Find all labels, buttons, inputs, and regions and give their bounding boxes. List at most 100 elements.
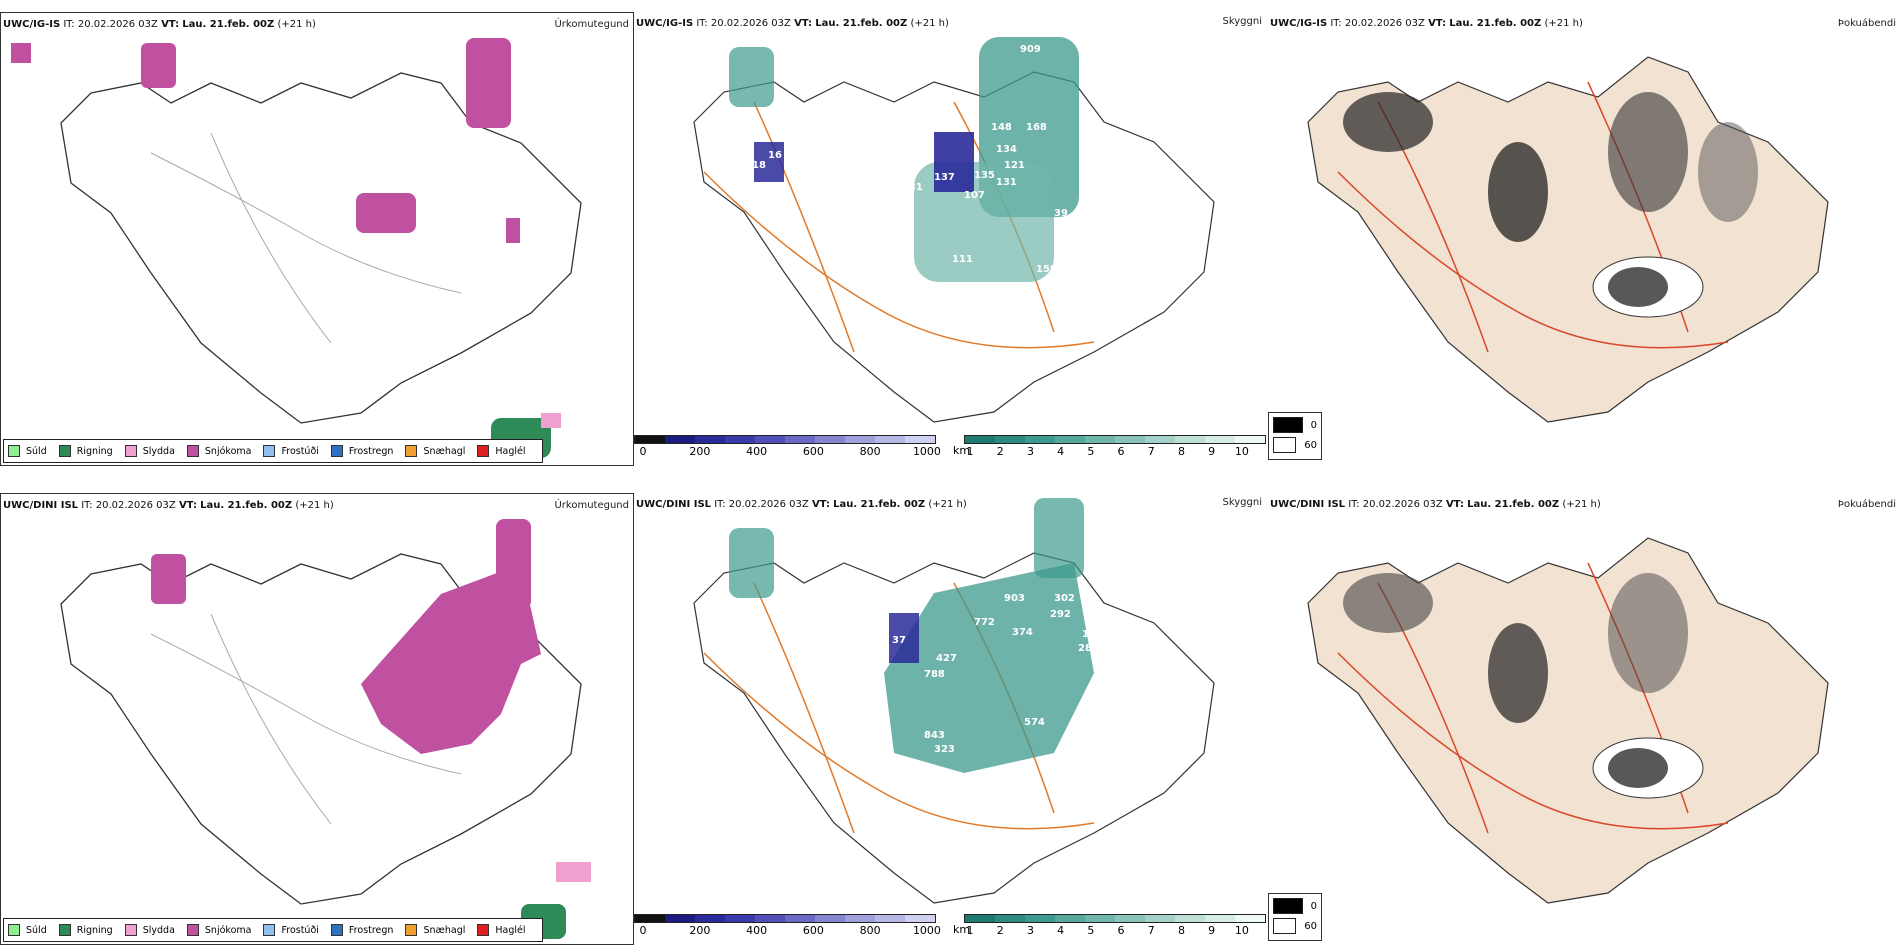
colorbar-segment [665, 915, 695, 922]
map-label: 120 [778, 697, 799, 708]
colorbar-ticks: 0 200 400 600 800 1000 [634, 444, 941, 458]
map-label: 135 [974, 170, 995, 181]
legend-item: Frostúði [263, 924, 319, 936]
fog-legend-top: 0 60 [1268, 412, 1322, 460]
colorbar-segment [1025, 915, 1055, 922]
colorbar-segment [815, 436, 845, 443]
legend-item: Rigning [58, 924, 113, 936]
cloud-type-label: Skyggni [1222, 497, 1262, 508]
colorbar-segment [1235, 436, 1265, 443]
colorbar-tick-label: 0 [639, 445, 647, 458]
fog-map-top [1307, 56, 1829, 423]
precip-panel-bottom: UWC/DINI ISL IT: 20.02.2026 03Z VT: Lau.… [0, 493, 634, 945]
colorbar-tick-label: 1000 [912, 924, 941, 937]
model-name: UWC/IG-IS [3, 19, 61, 30]
colorbar-strip [964, 435, 1266, 444]
colorbar-tick-label: 1 [966, 924, 974, 937]
map-label: 886 [1190, 869, 1211, 880]
legend-label: Súld [26, 924, 47, 936]
legend-swatch [186, 924, 199, 936]
colorbar-tick-label: 9 [1208, 924, 1216, 937]
legend-swatch [263, 445, 276, 457]
fog-legend-row: 0 [1273, 898, 1317, 914]
map-label: 137 [934, 172, 955, 183]
fog-type-label: Þokuábendi [1837, 18, 1896, 29]
colorbar-strip [964, 914, 1266, 923]
map-label: 96 [890, 207, 904, 218]
legend-swatch [477, 445, 490, 457]
fog-map-bottom [1307, 537, 1829, 904]
colorbar-tick-label: 800 [859, 924, 881, 937]
colorbar-segment [845, 436, 875, 443]
map-label: 168 [1026, 122, 1047, 133]
colorbar-segment [1205, 436, 1235, 443]
colorbar-segment [785, 915, 815, 922]
cloud-map-bottom [693, 498, 1215, 904]
fog-type-label: Þokuábendi [1837, 499, 1896, 510]
fog-legend-swatch [1273, 898, 1303, 914]
colorbar-segment [1145, 436, 1175, 443]
legend-label: Snæhagl [423, 924, 466, 936]
colorbar-segment [995, 436, 1025, 443]
legend-swatch [124, 924, 137, 936]
cloud-panel-bottom: 533 106 903 302 292 772 374 155 28 427 7… [634, 493, 1266, 943]
colorbar-tick-label: 600 [802, 924, 824, 937]
lead-time: (+21 h) [277, 19, 316, 30]
legend-label: Snjókoma [204, 924, 252, 936]
valid-label: VT: [161, 19, 180, 30]
map-label: 131 [996, 177, 1017, 188]
map-label: 106 [742, 609, 763, 620]
colorbar-segment [905, 436, 935, 443]
colorbar-segment [845, 915, 875, 922]
colorbar-unit: km [953, 444, 971, 457]
map-label: 30 [1070, 222, 1084, 233]
colorbar-segment [665, 436, 695, 443]
legend-label: Rigning [76, 445, 113, 457]
legend-label: Frostregn [348, 924, 394, 936]
colorbar-tick-label: 10 [1234, 445, 1249, 458]
legend-swatch [8, 924, 20, 936]
colorbar-ticks: 1 2 3 4 5 6 7 8 9 10 [964, 444, 1266, 458]
lead-time: (+21 h) [1544, 18, 1583, 29]
model-name: UWC/DINI ISL [636, 499, 712, 510]
init-time: IT: 20.02.2026 03Z [1348, 499, 1443, 510]
colorbar-segment [1055, 436, 1085, 443]
cloud-base-colorbar-top: 02004006008001000m [634, 435, 941, 458]
valid-label: VT: [178, 500, 197, 511]
precip-map-top [11, 38, 582, 458]
map-label: 909 [1020, 44, 1041, 55]
colorbar-segment [815, 915, 845, 922]
valid-time: Lau. 21.feb. 00Z [200, 500, 293, 511]
legend-item: Súld [8, 924, 47, 936]
fog-title-top: UWC/IG-IS IT: 20.02.2026 03Z VT: Lau. 21… [1270, 18, 1583, 29]
legend-swatch [330, 445, 343, 457]
colorbar-tick-label: 400 [746, 445, 768, 458]
colorbar-tick-label: 0 [639, 924, 647, 937]
colorbar-tick-label: 5 [1087, 445, 1095, 458]
map-label: 374 [1012, 627, 1033, 638]
colorbar-ticks: 0 200 400 600 800 1000 [634, 923, 941, 937]
map-label: 302 [1054, 593, 1075, 604]
colorbar-segment [635, 436, 665, 443]
colorbar-ticks: 1 2 3 4 5 6 7 8 9 10 [964, 923, 1266, 937]
map-label: 37 [892, 635, 906, 646]
map-label: 18 [752, 160, 766, 171]
fog-title-bottom: UWC/DINI ISL IT: 20.02.2026 03Z VT: Lau.… [1270, 499, 1601, 510]
colorbar-segment [785, 436, 815, 443]
legend-swatch [186, 445, 199, 457]
legend-item: Frostúði [263, 445, 319, 457]
legend-swatch [405, 445, 418, 457]
model-name: UWC/IG-IS [636, 18, 694, 29]
legend-item: Frostregn [330, 924, 394, 936]
legend-label: Frostúði [281, 445, 319, 457]
valid-label: VT: [1428, 18, 1447, 29]
colorbar-segment [755, 915, 785, 922]
model-name: UWC/IG-IS [1270, 18, 1328, 29]
colorbar-segment [1085, 436, 1115, 443]
valid-time: Lau. 21.feb. 00Z [815, 18, 908, 29]
legend-label: Haglél [495, 445, 526, 457]
colorbar-segment [695, 915, 725, 922]
fog-legend-row: 60 [1273, 918, 1317, 934]
colorbar-segment [965, 436, 995, 443]
colorbar-segment [1115, 436, 1145, 443]
